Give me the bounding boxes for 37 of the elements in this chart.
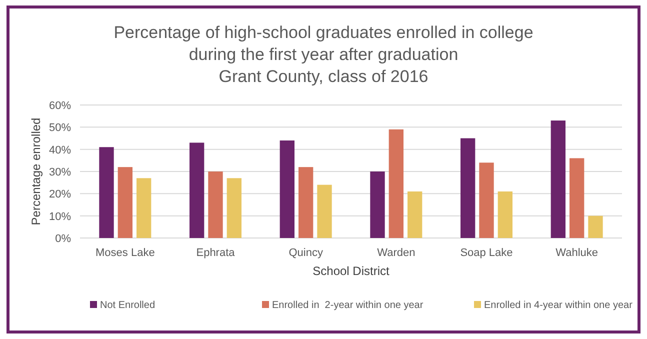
legend-label: Not Enrolled xyxy=(100,300,156,311)
x-tick-label: Warden xyxy=(377,247,416,259)
bar xyxy=(99,147,114,238)
y-tick-label: 0% xyxy=(55,233,72,245)
y-tick-label: 30% xyxy=(48,166,72,178)
bar xyxy=(226,178,242,238)
x-tick-label: Moses Lake xyxy=(96,247,155,259)
y-axis-title: Percentage enrolled xyxy=(29,118,43,226)
y-tick-label: 60% xyxy=(48,100,72,112)
x-tick-label: Quincy xyxy=(288,247,324,259)
bar xyxy=(208,172,223,238)
y-tick-label: 40% xyxy=(48,144,72,156)
bar xyxy=(118,167,132,238)
bar xyxy=(280,140,294,238)
bar xyxy=(550,120,566,238)
y-tick-label: 50% xyxy=(48,122,72,134)
bar xyxy=(388,129,404,238)
chart-title: Percentage of high-school graduates enrolled in college during the first year after graduation Grant County, class of 2016 xyxy=(114,23,534,86)
y-tick-label: 20% xyxy=(48,188,72,201)
bar xyxy=(460,138,476,238)
bar xyxy=(570,158,584,238)
bar xyxy=(588,216,603,238)
bar xyxy=(189,142,204,238)
bar xyxy=(498,191,513,238)
bar xyxy=(370,172,385,238)
x-tick-label: Wahluke xyxy=(556,247,598,259)
y-tick-label: 10% xyxy=(48,210,72,223)
bar xyxy=(298,167,314,238)
x-tick-label: Soap Lake xyxy=(460,247,513,259)
legend-label: Enrolled in 2-year within one year xyxy=(272,300,424,311)
x-tick-label: Ephrata xyxy=(196,247,236,259)
x-axis-title: School District xyxy=(312,264,390,278)
bar xyxy=(408,191,422,238)
bar xyxy=(317,184,332,238)
legend-label: Enrolled in 4-year within one year xyxy=(484,300,634,311)
bar xyxy=(479,162,494,238)
bar xyxy=(136,178,152,238)
